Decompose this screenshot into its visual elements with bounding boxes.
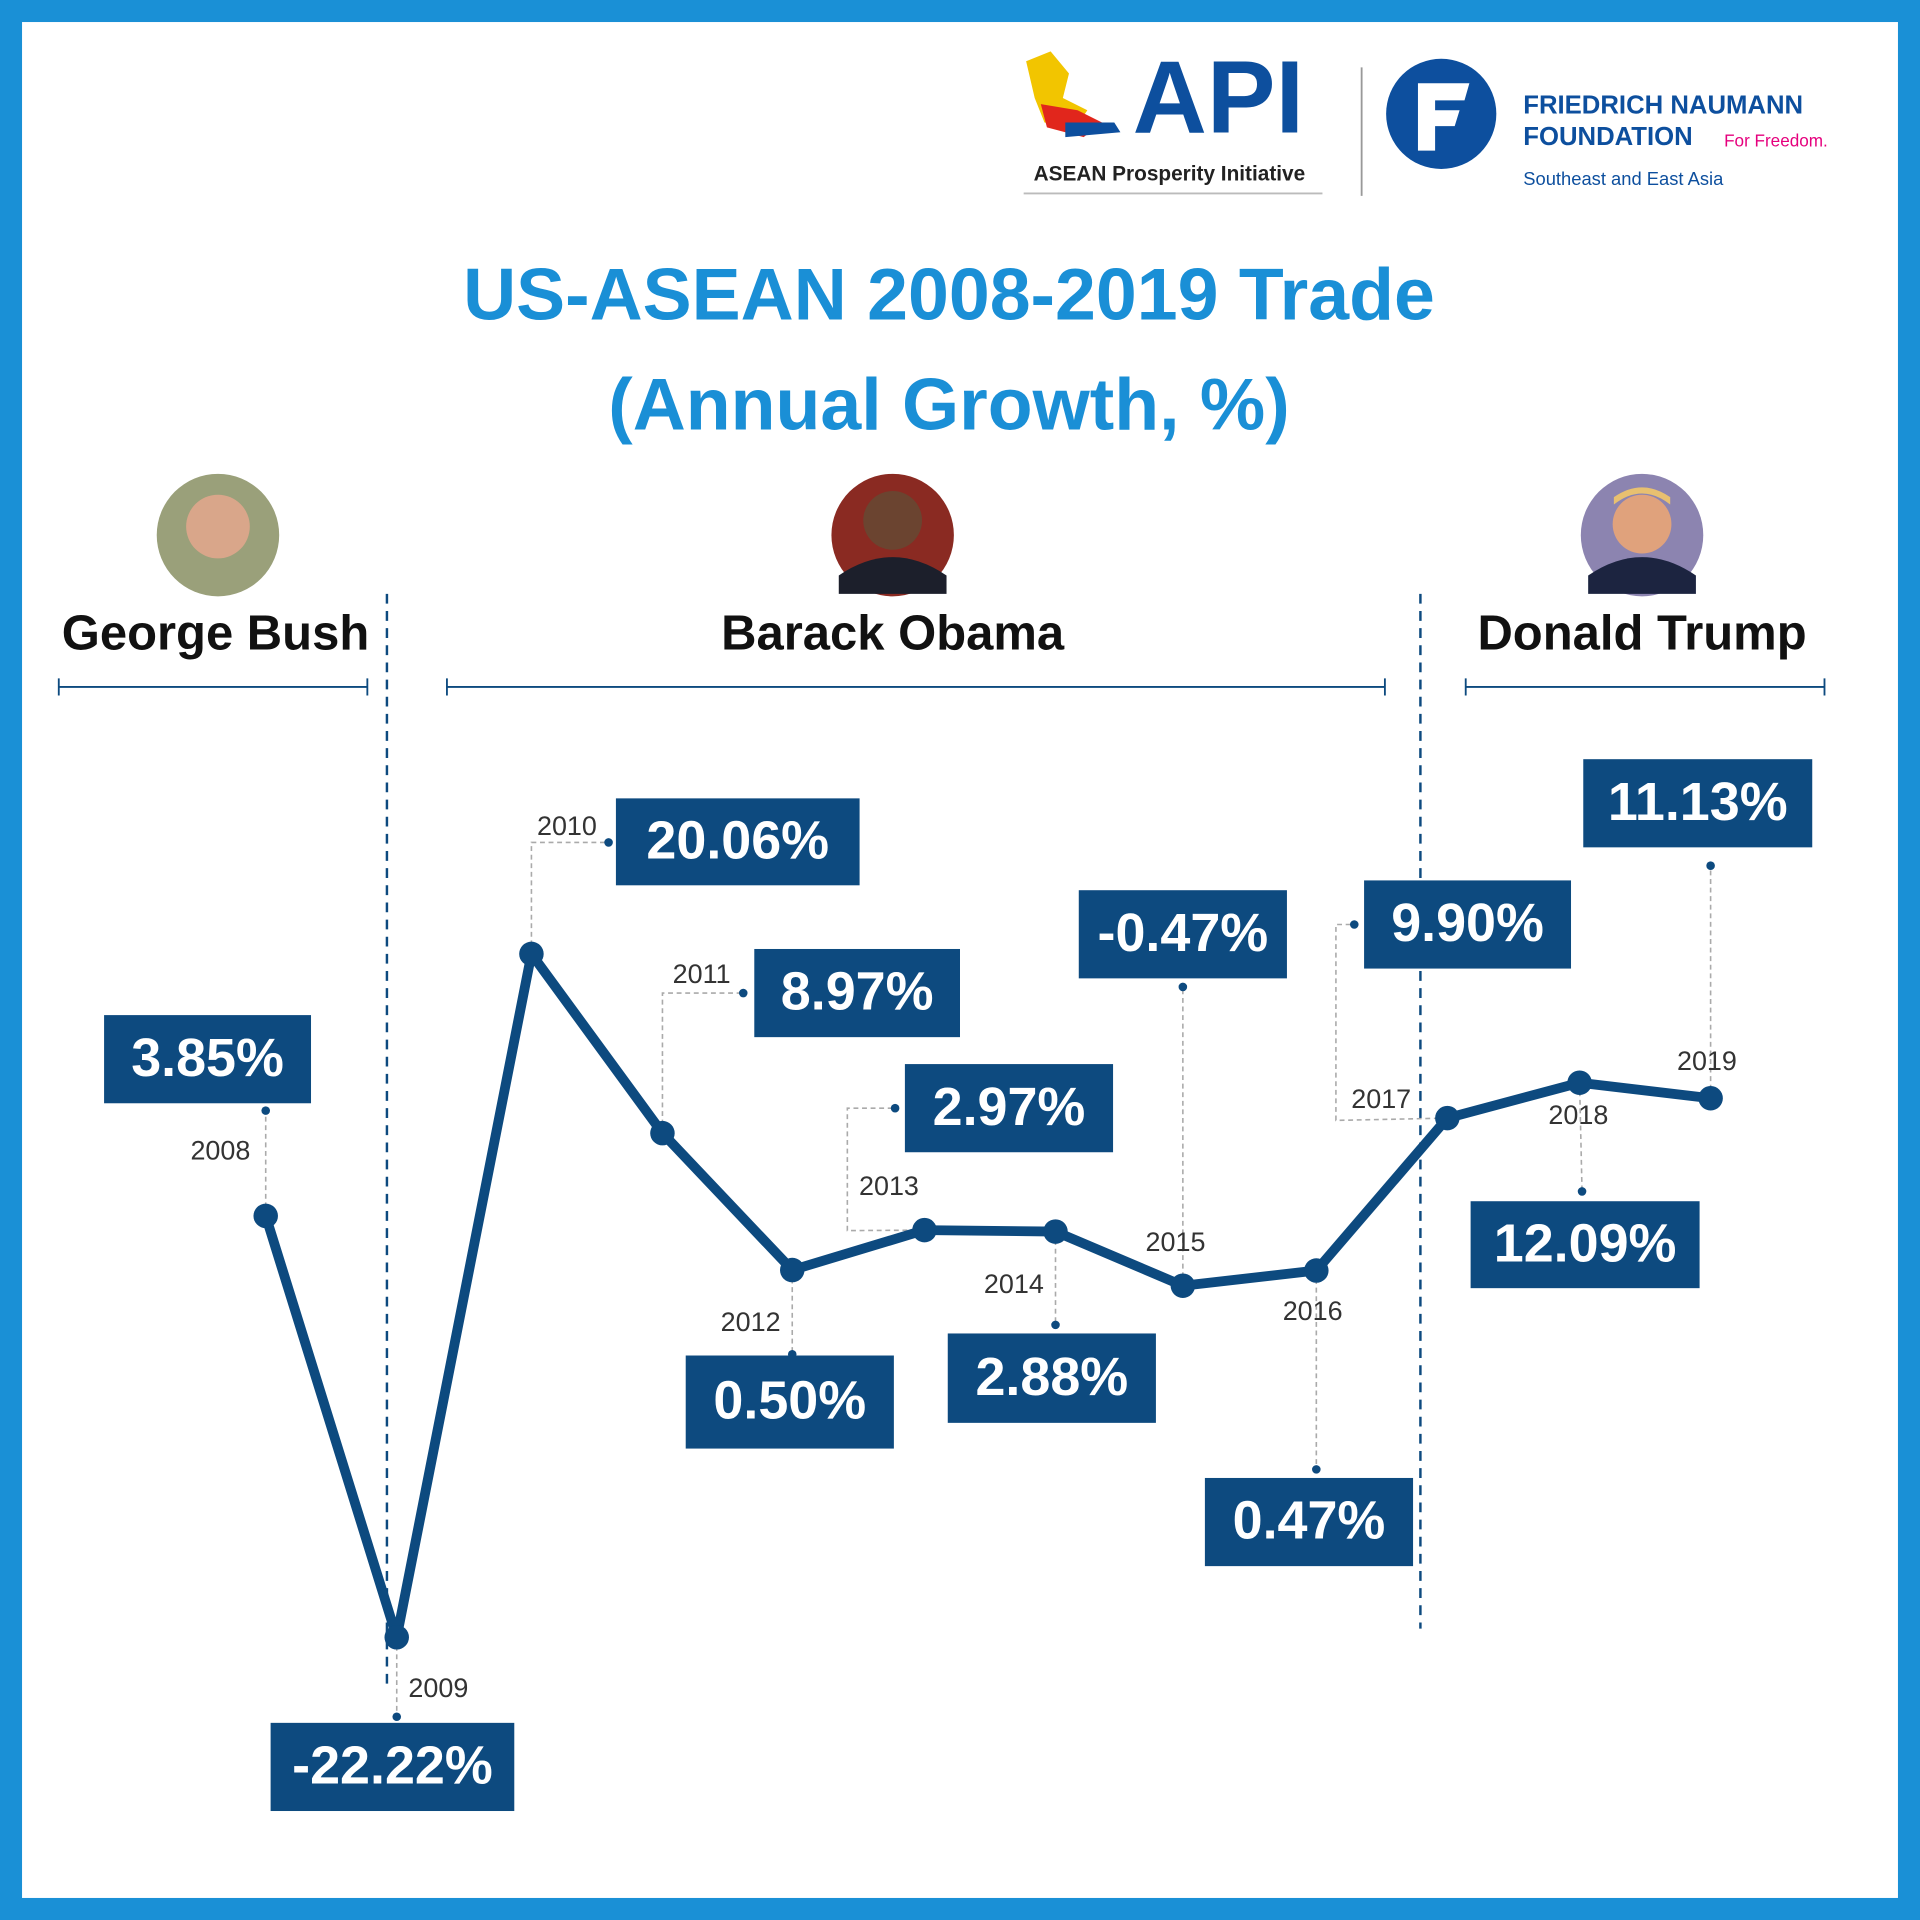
x-tick-label: 2019 [1677, 1046, 1737, 1076]
president-name: Barack Obama [721, 607, 1065, 661]
value-label-box [104, 1015, 312, 1104]
value-label: 11.13% [1608, 772, 1788, 832]
x-tick-label: 2010 [537, 811, 597, 841]
connector-dot [738, 988, 748, 998]
point [253, 1203, 278, 1229]
connector [1335, 923, 1448, 1122]
value-label: 8.97% [781, 962, 934, 1022]
value-label: -0.47% [1098, 903, 1269, 963]
point [1435, 1105, 1460, 1131]
value-label-box [685, 1355, 894, 1449]
point [912, 1217, 937, 1243]
fnf-region: Southeast and East Asia [1523, 168, 1724, 189]
connector-dot [1350, 920, 1359, 929]
line [261, 948, 1712, 1643]
value-label-box [1583, 759, 1813, 848]
x-tick-label: 2009 [408, 1673, 468, 1703]
value-label: 0.50% [713, 1371, 866, 1431]
value-label-box [270, 1722, 515, 1812]
connector [661, 992, 744, 1134]
connector [1578, 1082, 1583, 1192]
connector-dot [261, 1106, 270, 1115]
api-tagline: ASEAN Prosperity Initiative [1034, 163, 1306, 186]
x-tick-label: 2011 [673, 959, 731, 989]
value-label-box [947, 1333, 1156, 1423]
point [384, 1625, 409, 1650]
fnf-name: FRIEDRICH NAUMANN [1523, 91, 1803, 119]
term-dividers [385, 593, 1422, 1684]
point [780, 1257, 805, 1283]
connector-dot [1577, 1187, 1587, 1196]
chart-title: US-ASEAN 2008-2019 Trade [463, 252, 1435, 335]
value-label: -22.22% [292, 1736, 493, 1796]
value-label: 2.97% [933, 1077, 1086, 1137]
fnf-logo: FRIEDRICH NAUMANN FOUNDATION For Freedom… [1386, 58, 1828, 189]
connector-dot [1178, 982, 1188, 992]
connector [530, 841, 609, 954]
value-label: 9.90% [1391, 893, 1544, 953]
point [519, 941, 544, 967]
point [1567, 1070, 1592, 1095]
x-tick-label: 2008 [190, 1135, 250, 1165]
value-label-box [1204, 1477, 1414, 1567]
value-label: 20.06% [646, 811, 829, 871]
value-label: 12.09% [1494, 1213, 1677, 1273]
value-label-box [1078, 890, 1287, 979]
point [1170, 1273, 1196, 1298]
term-brackets [57, 678, 1826, 696]
x-tick-label: 2018 [1548, 1100, 1608, 1130]
x-tick-label: 2017 [1351, 1084, 1411, 1114]
connector-dot [1312, 1465, 1321, 1474]
fnf-name: FOUNDATION [1523, 123, 1692, 151]
value-label: 0.47% [1233, 1491, 1386, 1551]
president-name: Donald Trump [1477, 607, 1806, 661]
value-label: 3.85% [131, 1028, 284, 1088]
x-tick-label: 2013 [859, 1171, 919, 1201]
connector-dot [1706, 861, 1715, 870]
point [1698, 1085, 1723, 1111]
president-name: George Bush [62, 607, 369, 661]
chart: 2008 3.85% 2009 -22.22% 2010 20.06% 2011 8.97% 2… [104, 759, 1813, 1812]
fnf-slogan: For Freedom. [1724, 131, 1828, 151]
value-label-box [904, 1064, 1114, 1153]
x-tick-label: 2012 [721, 1307, 781, 1337]
x-tick-label: 2015 [1146, 1227, 1206, 1257]
value-label: 2.88% [975, 1347, 1128, 1407]
x-tick-label: 2014 [984, 1269, 1044, 1299]
value-label-box [1470, 1201, 1700, 1289]
api-name: API [1133, 39, 1304, 154]
value-label-box [1364, 880, 1572, 969]
connector-dot [392, 1712, 402, 1722]
connector [846, 1107, 925, 1232]
point [1304, 1258, 1329, 1283]
chart-subtitle: (Annual Growth, %) [608, 363, 1289, 446]
value-label-box [615, 798, 860, 886]
connector-dot [890, 1103, 900, 1113]
api-logo: API ASEAN Prosperity Initiative [1023, 39, 1323, 195]
value-label-box [754, 948, 960, 1038]
connector-dot [604, 838, 613, 847]
point [650, 1120, 675, 1146]
connector-dot [1051, 1320, 1060, 1330]
president-photos [156, 473, 1704, 597]
x-tick-label: 2016 [1283, 1296, 1343, 1326]
point [1043, 1219, 1068, 1244]
